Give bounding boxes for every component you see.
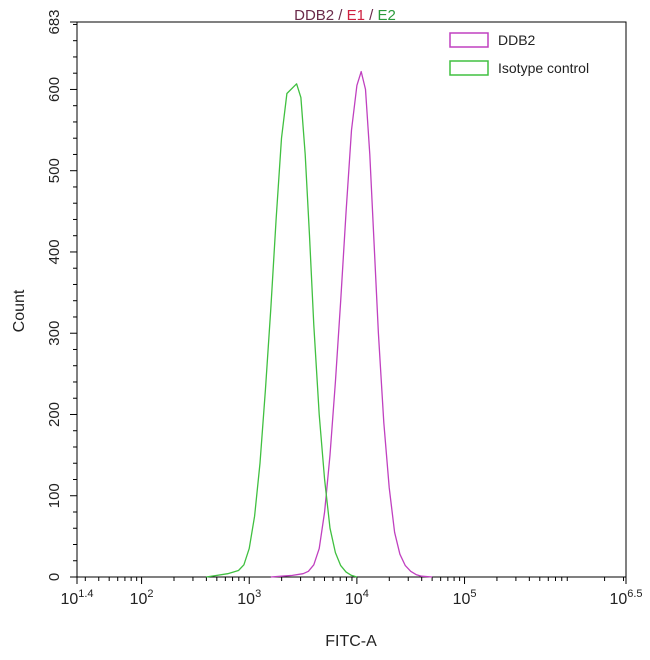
y-tick-label: 400 [46, 239, 63, 264]
x-tick-label: 103 [237, 588, 261, 608]
series-lines [206, 70, 433, 578]
title-part: / [334, 7, 347, 24]
legend-swatch [449, 60, 489, 76]
title-part: E1 [347, 7, 365, 24]
x-axis-label: FITC-A [325, 633, 377, 650]
plot-area-border [76, 21, 627, 578]
y-axis-label: Count [11, 289, 28, 332]
legend-label: Isotype control [498, 60, 589, 76]
legend-item: DDB2 [449, 32, 536, 48]
legend-label: DDB2 [498, 32, 536, 48]
y-tick-label: 683 [46, 9, 63, 34]
y-tick-label: 0 [46, 573, 63, 581]
y-axis: 0 100 200 300 400 500 600 683 [46, 9, 77, 581]
title-part: DDB2 [294, 7, 334, 24]
y-tick-label: 300 [46, 321, 63, 346]
x-axis: 101.4 102 103 104 105 106.5 [60, 577, 643, 608]
title-part: / [365, 7, 378, 24]
y-tick-label: 200 [46, 402, 63, 427]
x-tick-label: 101.4 [60, 588, 93, 608]
y-tick-label: 100 [46, 483, 63, 508]
legend: DDB2 Isotype control [449, 32, 589, 76]
legend-item: Isotype control [449, 60, 589, 76]
x-tick-label: 102 [130, 588, 154, 608]
x-tick-label: 106.5 [609, 588, 642, 608]
title-part: E2 [378, 7, 396, 24]
legend-swatch [449, 32, 489, 48]
chart-title: DDB2 / E1 / E2 [294, 7, 396, 24]
plot-frame [76, 21, 627, 578]
y-tick-label: 600 [46, 77, 63, 102]
series-line-isotype-control [206, 83, 358, 578]
x-tick-label: 105 [453, 588, 477, 608]
series-line-ddb2 [270, 70, 433, 578]
x-tick-label: 104 [345, 588, 369, 608]
y-tick-label: 500 [46, 158, 63, 183]
